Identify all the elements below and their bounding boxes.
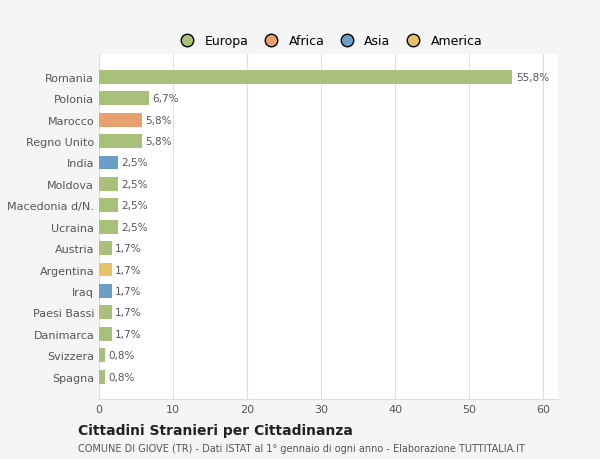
Text: 1,7%: 1,7% xyxy=(115,308,142,318)
Text: 5,8%: 5,8% xyxy=(146,137,172,147)
Text: COMUNE DI GIOVE (TR) - Dati ISTAT al 1° gennaio di ogni anno - Elaborazione TUTT: COMUNE DI GIOVE (TR) - Dati ISTAT al 1° … xyxy=(78,443,525,453)
Bar xyxy=(99,327,112,341)
Bar xyxy=(99,113,142,127)
Text: 0,8%: 0,8% xyxy=(109,350,135,360)
Bar xyxy=(99,71,512,84)
Text: 55,8%: 55,8% xyxy=(516,73,549,83)
Bar xyxy=(99,263,112,277)
Bar xyxy=(99,284,112,298)
Text: 2,5%: 2,5% xyxy=(121,201,148,211)
Bar xyxy=(99,178,118,191)
Bar xyxy=(99,220,118,234)
Bar xyxy=(99,241,112,256)
Text: Cittadini Stranieri per Cittadinanza: Cittadini Stranieri per Cittadinanza xyxy=(78,423,353,437)
Bar xyxy=(99,156,118,170)
Text: 5,8%: 5,8% xyxy=(146,115,172,125)
Bar xyxy=(99,92,149,106)
Legend: Europa, Africa, Asia, America: Europa, Africa, Asia, America xyxy=(170,30,487,53)
Text: 2,5%: 2,5% xyxy=(121,179,148,190)
Text: 1,7%: 1,7% xyxy=(115,265,142,275)
Bar xyxy=(99,135,142,149)
Bar xyxy=(99,199,118,213)
Text: 2,5%: 2,5% xyxy=(121,158,148,168)
Text: 2,5%: 2,5% xyxy=(121,222,148,232)
Bar xyxy=(99,306,112,319)
Bar xyxy=(99,370,105,384)
Text: 1,7%: 1,7% xyxy=(115,286,142,296)
Text: 1,7%: 1,7% xyxy=(115,244,142,253)
Text: 1,7%: 1,7% xyxy=(115,329,142,339)
Text: 0,8%: 0,8% xyxy=(109,372,135,382)
Text: 6,7%: 6,7% xyxy=(152,94,179,104)
Bar xyxy=(99,348,105,362)
